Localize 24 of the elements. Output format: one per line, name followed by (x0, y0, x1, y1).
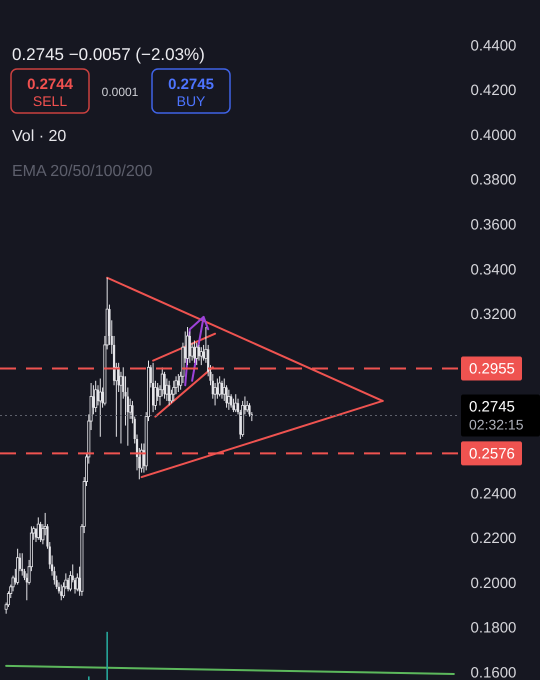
annotation: Vol · 20 (12, 128, 66, 145)
annotation: 0.2744 (27, 76, 74, 93)
annotation: 0.2745 (168, 76, 214, 93)
y-tick-label: 0.2400 (470, 485, 516, 502)
annotation: 0.0001 (102, 85, 139, 99)
y-tick-label: 0.4000 (470, 126, 516, 144)
y-tick-label: 0.1600 (470, 664, 516, 680)
y-tick-label: 0.4200 (470, 82, 516, 100)
text: 02:32:15 (469, 416, 524, 432)
ref-line-label: 0.2576 (469, 445, 515, 462)
y-tick-label: 0.1800 (470, 620, 516, 637)
annotation: SELL (32, 93, 68, 109)
y-tick-label: 0.3200 (470, 306, 516, 324)
y-tick-label: 0.3600 (470, 216, 516, 234)
annotation: BUY (176, 93, 206, 109)
ref-line-label: 0.2745 (469, 398, 515, 416)
y-tick-label: 0.3800 (470, 172, 516, 189)
y-tick-label: 0.3400 (470, 261, 516, 278)
y-tick-label: 0.2200 (470, 530, 516, 548)
annotation: EMA 20/50/100/200 (12, 163, 153, 180)
y-tick-label: 0.4400 (470, 37, 516, 54)
y-tick-label: 0.2000 (470, 574, 516, 592)
ref-line-label: 0.2955 (469, 360, 515, 378)
text: 0.2745 −0.0057 (−2.03%) (12, 45, 205, 64)
